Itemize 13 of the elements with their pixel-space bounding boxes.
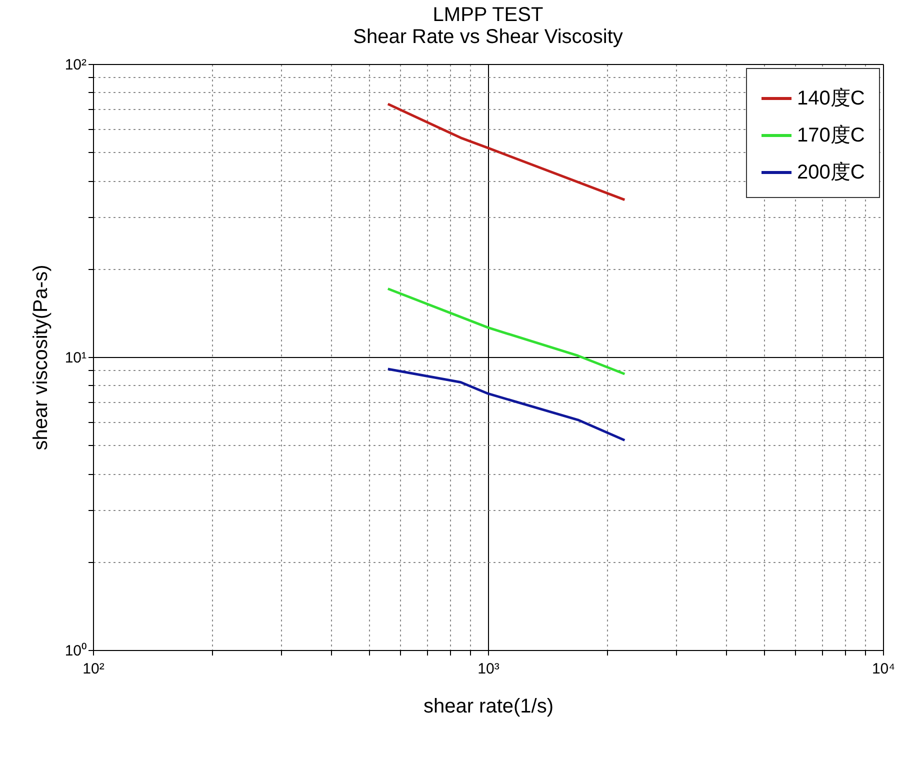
legend-label: 200度C: [797, 162, 865, 184]
text: Shear Rate vs Shear Viscosity: [353, 26, 623, 48]
legend-label: 140度C: [797, 88, 865, 110]
y-tick-label: 10⁰: [64, 642, 86, 660]
x-axis-title: shear rate(1/s): [423, 696, 554, 718]
x-tick-label: 10³: [478, 660, 500, 678]
y-axis-title: shear viscosity(Pa-s): [30, 264, 52, 450]
x-tick-label: 10²: [82, 660, 104, 678]
text: LMPP TEST: [432, 4, 544, 26]
x-tick-label: 10⁴: [872, 660, 896, 678]
y-tick-label: 10²: [64, 56, 86, 74]
legend-label: 170度C: [797, 124, 865, 146]
y-tick-label: 10¹: [64, 350, 86, 366]
